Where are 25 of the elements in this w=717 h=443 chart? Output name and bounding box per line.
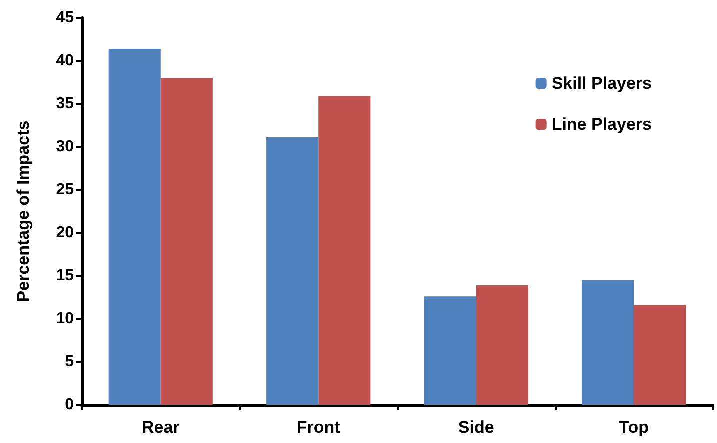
x-tick-label: Side [458,418,494,437]
x-tick-label: Rear [142,418,180,437]
y-tick-label: 0 [65,396,74,414]
y-tick-label: 40 [56,52,74,70]
y-tick-label: 45 [56,10,74,26]
bar [266,138,319,405]
bar [108,48,161,405]
x-tick-label: Front [296,418,341,437]
y-tick-label: 25 [56,182,74,198]
bar [476,285,528,405]
y-axis-title: Percentage of Impacts [14,120,33,302]
y-tick-label: 15 [56,268,74,284]
legend-label: Line Players [552,115,652,134]
legend-label: Skill Players [552,74,652,93]
y-tick-label: 10 [56,310,74,328]
bar [160,78,213,405]
bar [582,280,634,405]
y-tick-label: 5 [65,354,74,370]
bar [424,296,476,405]
y-tick-label: 35 [56,96,74,112]
bar [634,305,686,405]
x-tick-label: Top [619,418,650,437]
y-tick-label: 30 [56,138,74,156]
bar [318,96,371,405]
y-tick-label: 20 [56,224,74,242]
